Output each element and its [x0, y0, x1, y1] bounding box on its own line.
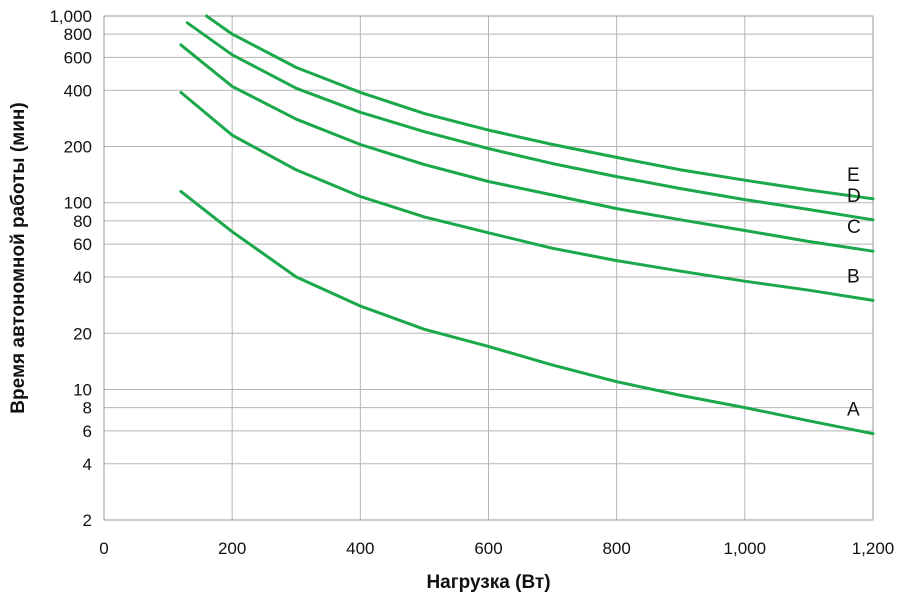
y-tick-label: 200 — [64, 138, 92, 157]
x-tick-label: 400 — [346, 539, 374, 558]
x-tick-label: 1,200 — [852, 539, 895, 558]
x-tick-label: 800 — [602, 539, 630, 558]
grid — [103, 15, 874, 521]
y-tick-label: 80 — [73, 212, 92, 231]
y-axis-title: Время автономной работы (мин) — [8, 102, 29, 413]
x-axis-title: Нагрузка (Вт) — [426, 572, 550, 593]
series-labels: A B CDE — [847, 165, 861, 421]
y-tick-label: 60 — [73, 235, 92, 254]
y-tick-label: 6 — [83, 422, 92, 441]
y-tick-label: 600 — [64, 48, 92, 67]
y-tick-label: 40 — [73, 268, 92, 287]
series-label-C: C — [847, 217, 861, 238]
y-tick-label: 10 — [73, 380, 92, 399]
y-tick-label: 100 — [64, 194, 92, 213]
series-label-E: E — [847, 165, 860, 186]
series-line-E — [205, 14, 875, 201]
y-tick-label: 1,000 — [49, 7, 92, 26]
y-tick-label: 2 — [83, 511, 92, 530]
series-line-C — [179, 43, 875, 253]
series-label-A: A — [847, 400, 860, 421]
series-label-B: B — [847, 266, 860, 287]
series-line-D — [185, 21, 875, 222]
series-label-D: D — [847, 186, 861, 207]
x-tick-labels: 0 200 400 600 800 1,000 1,200 — [99, 539, 894, 558]
x-tick-label: 1,000 — [724, 539, 767, 558]
x-tick-label: 0 — [99, 539, 108, 558]
y-tick-label: 20 — [73, 324, 92, 343]
series-lines — [179, 14, 875, 436]
x-tick-label: 200 — [218, 539, 246, 558]
y-tick-label: 400 — [64, 81, 92, 100]
y-tick-label: 800 — [64, 25, 92, 44]
plot-frame — [103, 15, 874, 521]
series-line-B — [179, 90, 875, 302]
series-line-A — [179, 189, 875, 436]
y-tick-label: 8 — [83, 399, 92, 418]
x-tick-label: 600 — [474, 539, 502, 558]
y-tick-label: 4 — [83, 455, 92, 474]
